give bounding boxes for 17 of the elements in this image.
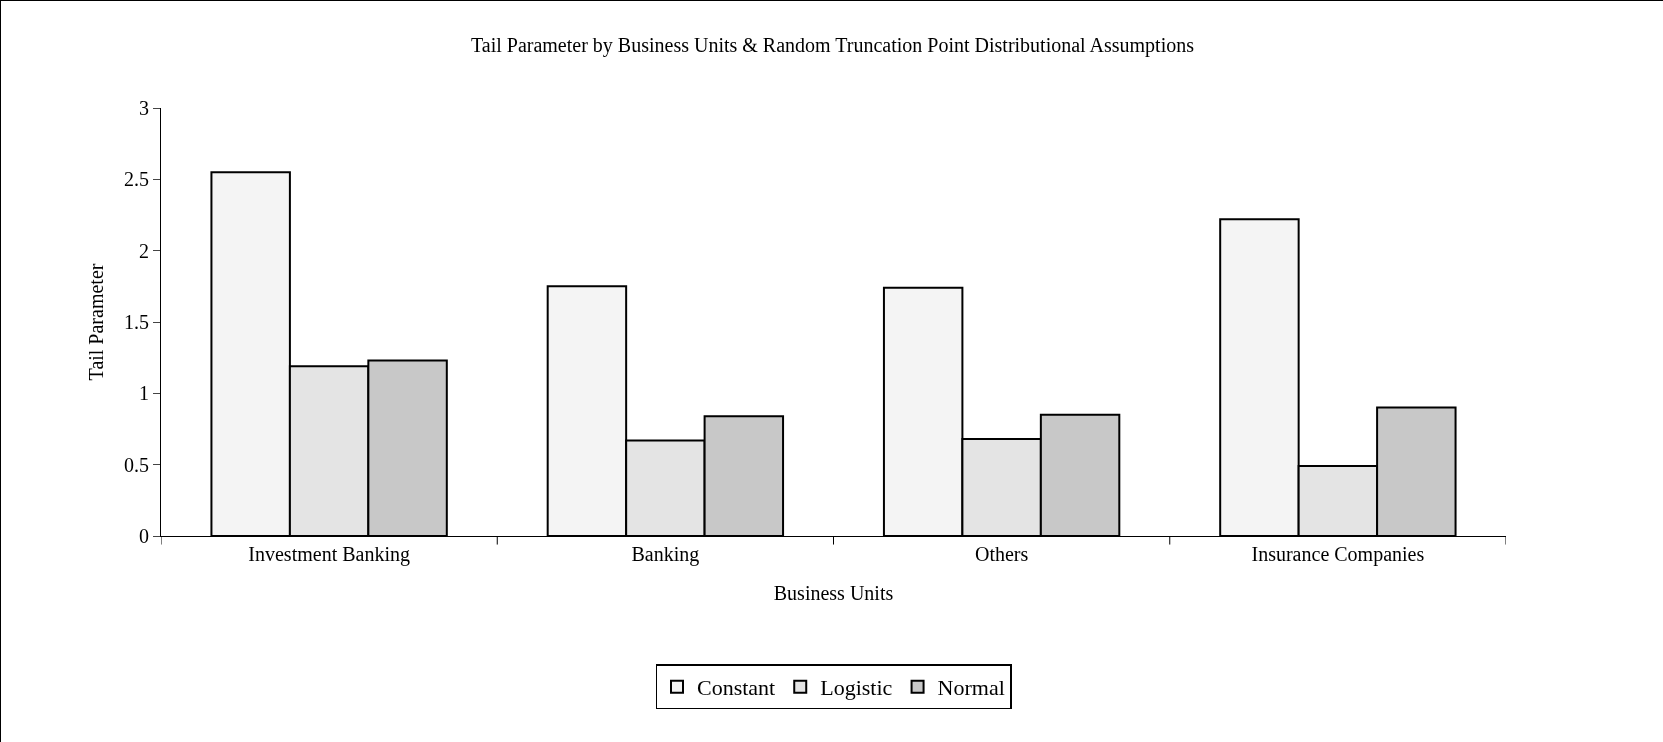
legend-label: Normal (937, 675, 1005, 701)
y-axis-title: Tail Parameter (84, 263, 107, 381)
y-tick-label: 2 (139, 239, 149, 262)
y-tick-label: 0 (139, 525, 149, 547)
y-tick-label: 3 (139, 97, 149, 119)
y-tick-label: 0.5 (124, 453, 149, 476)
legend-label: Logistic (820, 675, 893, 701)
legend-label: Constant (697, 675, 776, 701)
y-tick-label: 2.5 (124, 168, 149, 191)
chart-title: Tail Parameter by Business Units & Random Truncation Point Distributional Assumptions (470, 34, 1195, 58)
x-tick-label: Banking (631, 543, 700, 566)
y-tick-label: 1.5 (124, 311, 149, 333)
x-axis-title: Business Units (773, 581, 894, 604)
x-tick-label: Others (974, 543, 1029, 565)
x-tick-label: Investment Banking (248, 543, 410, 566)
y-tick-label: 1 (139, 382, 149, 405)
x-tick-label: Insurance Companies (1251, 543, 1425, 566)
